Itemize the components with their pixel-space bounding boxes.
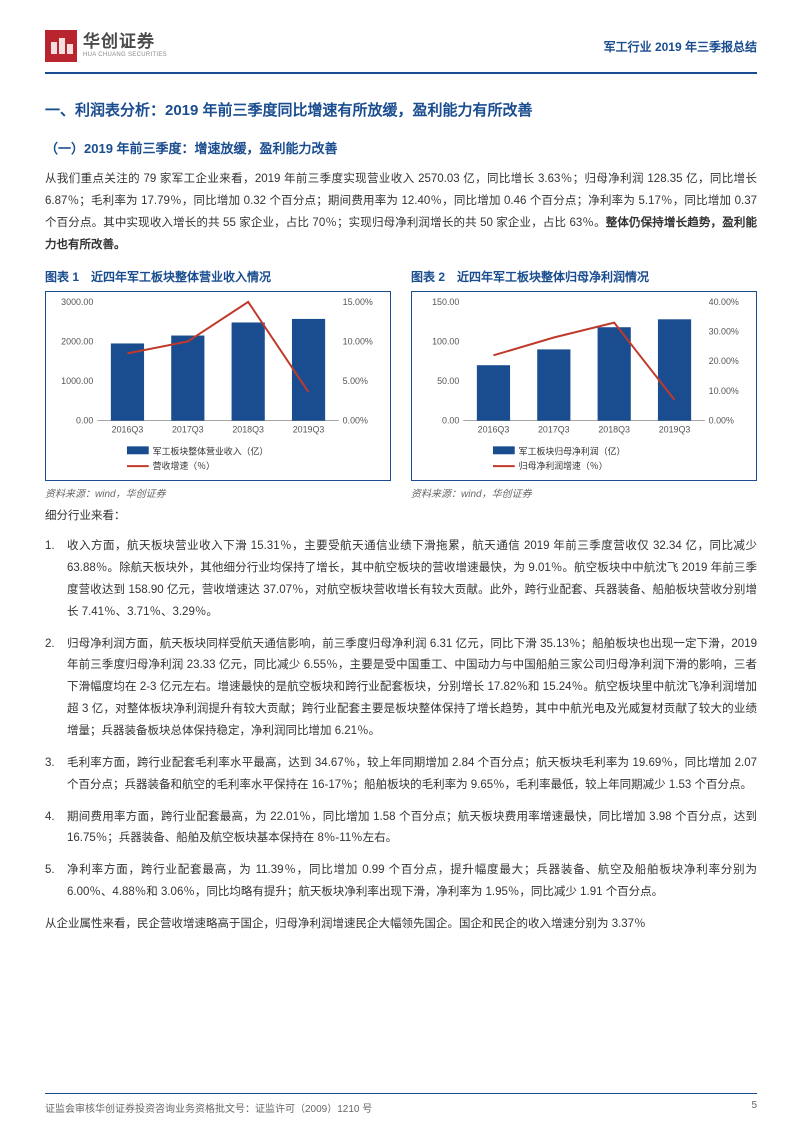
logo-text-en: HUA CHUANG SECURITIES: [83, 52, 167, 59]
svg-text:归母净利润增速（％）: 归母净利润增速（％）: [519, 460, 608, 471]
svg-text:30.00%: 30.00%: [709, 327, 739, 337]
svg-text:军工板块归母净利润（亿）: 军工板块归母净利润（亿）: [519, 446, 626, 457]
svg-text:40.00%: 40.00%: [709, 297, 739, 307]
section-heading-2: （一）2019 年前三季度：增速放缓，盈利能力改善: [45, 138, 757, 157]
svg-text:2018Q3: 2018Q3: [232, 425, 264, 435]
svg-text:0.00: 0.00: [76, 416, 93, 426]
svg-text:20.00%: 20.00%: [709, 357, 739, 367]
svg-text:0.00%: 0.00%: [709, 416, 734, 426]
list-item: 净利率方面，跨行业配套最高，为 11.39％，同比增加 0.99 个百分点，提升…: [45, 860, 757, 904]
chart2-title: 图表 2 近四年军工板块整体归母净利润情况: [411, 268, 757, 285]
chart1-source: 资料来源：wind，华创证券: [45, 485, 391, 500]
footer-page-number: 5: [751, 1100, 757, 1115]
logo: 华创证券 HUA CHUANG SECURITIES: [45, 30, 167, 62]
list-item: 收入方面，航天板块营业收入下滑 15.31％，主要受航天通信业绩下滑拖累，航天通…: [45, 536, 757, 623]
svg-text:2017Q3: 2017Q3: [538, 425, 570, 435]
closing-paragraph: 从企业属性来看，民企营收增速略高于国企，归母净利润增速民企大幅领先国企。国企和民…: [45, 914, 757, 936]
svg-text:5.00%: 5.00%: [343, 376, 368, 386]
svg-text:10.00%: 10.00%: [709, 386, 739, 396]
svg-text:2017Q3: 2017Q3: [172, 425, 204, 435]
svg-text:2000.00: 2000.00: [61, 337, 93, 347]
svg-text:0.00: 0.00: [442, 416, 459, 426]
svg-text:2019Q3: 2019Q3: [659, 425, 691, 435]
svg-text:营收增速（％）: 营收增速（％）: [153, 460, 215, 471]
logo-text-cn: 华创证券: [83, 33, 167, 52]
svg-text:军工板块整体营业收入（亿）: 军工板块整体营业收入（亿）: [153, 446, 269, 457]
svg-text:2016Q3: 2016Q3: [112, 425, 144, 435]
footer-left: 证监会审核华创证券投资咨询业务资格批文号：证监许可（2009）1210 号: [45, 1100, 372, 1115]
intro-paragraph: 从我们重点关注的 79 家军工企业来看，2019 年前三季度实现营业收入 257…: [45, 169, 757, 256]
logo-icon: [45, 30, 77, 62]
list-item: 期间费用率方面，跨行业配套最高，为 22.01％，同比增加 1.58 个百分点；…: [45, 807, 757, 851]
page-footer: 证监会审核华创证券投资咨询业务资格批文号：证监许可（2009）1210 号 5: [45, 1093, 757, 1115]
numbered-list: 收入方面，航天板块营业收入下滑 15.31％，主要受航天通信业绩下滑拖累，航天通…: [45, 536, 757, 904]
svg-text:50.00: 50.00: [437, 376, 459, 386]
chart1-box: 0.00 1000.00 2000.00 3000.00 0.00% 5.00% 10.00…: [45, 291, 391, 481]
chart2-svg: 0.00 50.00 100.00 150.00 0.00% 10.00% 20.00% 30…: [412, 292, 756, 480]
list-item: 归母净利润方面，航天板块同样受航天通信影响，前三季度归母净利润 6.31 亿元，…: [45, 634, 757, 743]
svg-text:2016Q3: 2016Q3: [478, 425, 510, 435]
svg-text:100.00: 100.00: [432, 337, 459, 347]
svg-text:2019Q3: 2019Q3: [293, 425, 325, 435]
chart1-title: 图表 1 近四年军工板块整体营业收入情况: [45, 268, 391, 285]
chart1-svg: 0.00 1000.00 2000.00 3000.00 0.00% 5.00% 10.00…: [46, 292, 390, 480]
chart2-box: 0.00 50.00 100.00 150.00 0.00% 10.00% 20.00% 30…: [411, 291, 757, 481]
section-heading-1: 一、利润表分析：2019 年前三季度同比增速有所放缓，盈利能力有所改善: [45, 99, 757, 120]
svg-text:150.00: 150.00: [432, 297, 459, 307]
subhead: 细分行业来看：: [45, 506, 757, 528]
chart2-source: 资料来源：wind，华创证券: [411, 485, 757, 500]
page-header: 华创证券 HUA CHUANG SECURITIES 军工行业 2019 年三季…: [45, 30, 757, 74]
svg-text:2018Q3: 2018Q3: [598, 425, 630, 435]
header-subtitle: 军工行业 2019 年三季报总结: [604, 38, 757, 55]
svg-text:1000.00: 1000.00: [61, 376, 93, 386]
svg-text:15.00%: 15.00%: [343, 297, 373, 307]
svg-text:3000.00: 3000.00: [61, 297, 93, 307]
svg-text:10.00%: 10.00%: [343, 337, 373, 347]
svg-text:0.00%: 0.00%: [343, 416, 368, 426]
list-item: 毛利率方面，跨行业配套毛利率水平最高，达到 34.67％，较上年同期增加 2.8…: [45, 753, 757, 797]
